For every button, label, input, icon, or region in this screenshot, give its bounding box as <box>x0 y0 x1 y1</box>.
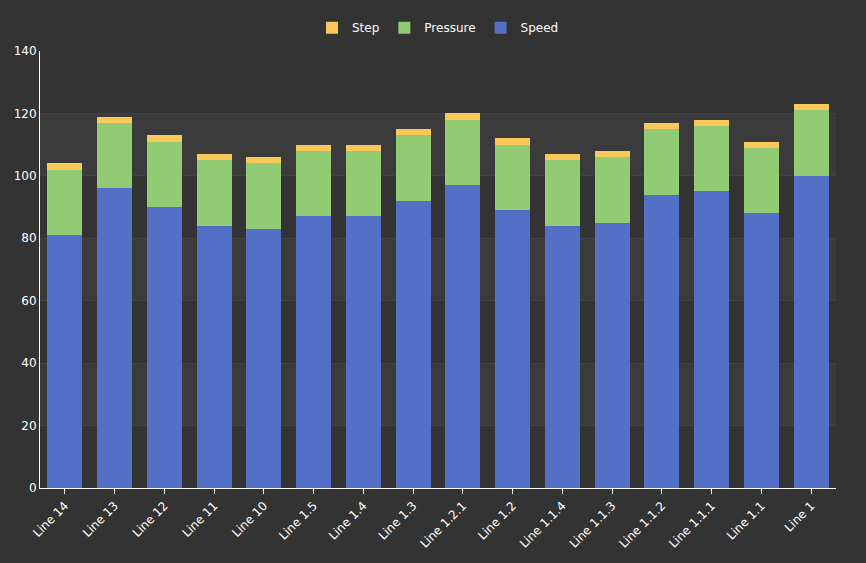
svg-text:Line 1.5: Line 1.5 <box>276 499 320 543</box>
svg-text:Line 11: Line 11 <box>179 499 220 540</box>
svg-text:Line 13: Line 13 <box>80 499 121 540</box>
svg-text:60: 60 <box>21 294 36 308</box>
svg-text:Line 14: Line 14 <box>30 499 71 540</box>
svg-text:Line 10: Line 10 <box>229 499 270 540</box>
svg-text:100: 100 <box>14 169 37 183</box>
svg-text:Line 1.2: Line 1.2 <box>475 499 519 543</box>
svg-text:Pressure: Pressure <box>424 21 475 35</box>
svg-text:Line 1.4: Line 1.4 <box>326 499 370 543</box>
svg-text:140: 140 <box>14 44 37 58</box>
svg-text:Line 1.1.4: Line 1.1.4 <box>517 499 569 551</box>
svg-text:0: 0 <box>29 481 37 495</box>
svg-text:Line 1: Line 1 <box>782 499 818 535</box>
svg-text:80: 80 <box>21 231 36 245</box>
svg-text:20: 20 <box>21 419 36 433</box>
svg-text:Line 1.1.1: Line 1.1.1 <box>666 499 718 551</box>
svg-text:Line 1.3: Line 1.3 <box>376 499 420 543</box>
svg-text:120: 120 <box>14 107 37 121</box>
svg-text:Line 1.2.1: Line 1.2.1 <box>417 499 469 551</box>
svg-text:Speed: Speed <box>521 21 559 35</box>
svg-text:Step: Step <box>352 21 379 35</box>
svg-text:Line 12: Line 12 <box>130 499 171 540</box>
svg-text:40: 40 <box>21 356 36 370</box>
svg-text:Line 1.1: Line 1.1 <box>724 499 768 543</box>
svg-text:Line 1.1.3: Line 1.1.3 <box>567 499 619 551</box>
svg-text:Line 1.1.2: Line 1.1.2 <box>616 499 668 551</box>
